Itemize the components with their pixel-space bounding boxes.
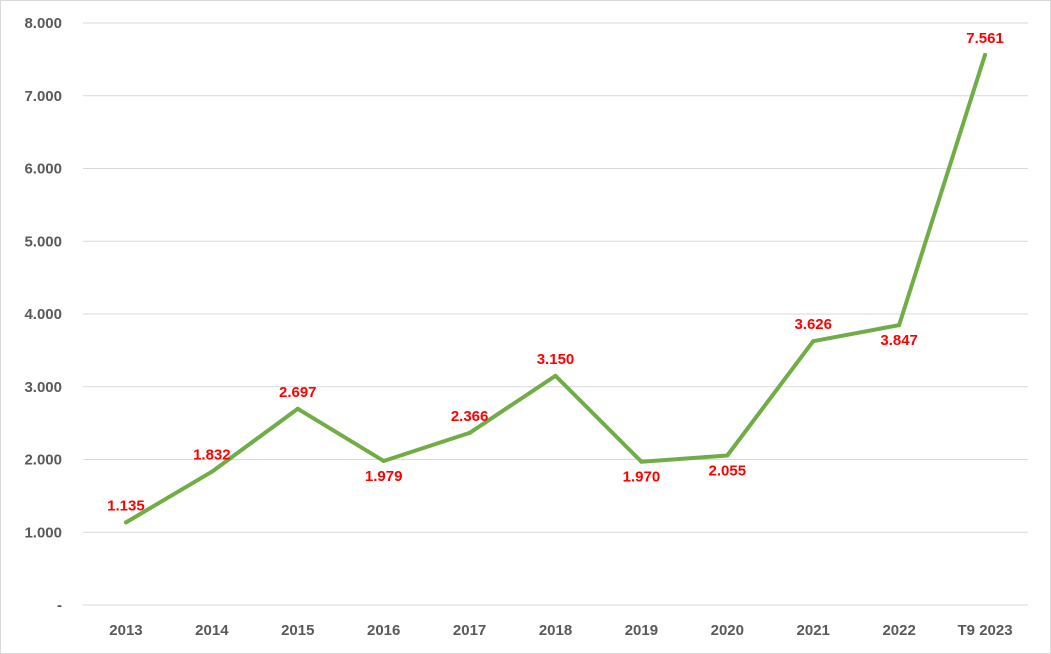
y-tick-label: 1.000 — [24, 524, 62, 541]
x-tick-label: 2014 — [195, 622, 229, 639]
gridlines — [83, 22, 1028, 606]
data-label: 1.832 — [193, 447, 231, 464]
data-label: 1.979 — [365, 468, 403, 485]
data-label: 7.561 — [966, 30, 1004, 47]
data-label: 1.970 — [623, 469, 661, 486]
data-label: 2.366 — [451, 408, 489, 425]
data-label: 2.055 — [709, 462, 747, 479]
x-tick-label: 2017 — [453, 622, 486, 639]
data-labels: 1.135 1.832 2.697 1.979 2.366 3.150 1.970 2.055… — [107, 30, 1004, 514]
y-tick-label: 2.000 — [24, 452, 62, 469]
y-tick-label: 6.000 — [24, 161, 62, 178]
x-tick-label: 2015 — [281, 622, 314, 639]
data-point — [897, 323, 902, 328]
data-point — [811, 339, 816, 344]
series-line — [124, 52, 987, 525]
data-label: 3.847 — [880, 332, 918, 349]
y-tick-label: 8.000 — [24, 15, 62, 32]
y-tick-label: 4.000 — [24, 306, 62, 323]
data-point — [381, 459, 386, 464]
data-label: 3.626 — [794, 316, 832, 333]
series-layer — [123, 52, 988, 525]
y-tick-label: - — [57, 597, 62, 614]
data-point — [123, 520, 128, 525]
x-tick-label: 2020 — [711, 622, 744, 639]
data-label: 1.135 — [107, 497, 145, 514]
x-tick-label: 2016 — [367, 622, 400, 639]
data-point — [553, 373, 558, 378]
x-axis-ticks: 2013 2014 2015 2016 2017 2018 2019 2020 2021 2022… — [109, 622, 1012, 639]
y-tick-label: 3.000 — [24, 379, 62, 396]
y-axis-ticks: - 1.000 2.000 3.000 4.000 5.000 6.000 7.000 8.00… — [24, 15, 62, 614]
data-point — [209, 469, 214, 474]
x-tick-label: 2013 — [109, 622, 142, 639]
data-label: 3.150 — [537, 351, 575, 368]
data-label: 2.697 — [279, 384, 317, 401]
data-point — [983, 52, 988, 57]
x-tick-label: T9 2023 — [958, 622, 1013, 639]
x-tick-label: 2018 — [539, 622, 572, 639]
data-point — [725, 453, 730, 458]
y-tick-label: 7.000 — [24, 88, 62, 105]
x-tick-label: 2021 — [797, 622, 830, 639]
data-point — [467, 430, 472, 435]
y-tick-label: 5.000 — [24, 233, 62, 250]
data-point — [295, 406, 300, 411]
x-tick-label: 2022 — [882, 622, 915, 639]
data-point — [639, 459, 644, 464]
x-tick-label: 2019 — [625, 622, 658, 639]
